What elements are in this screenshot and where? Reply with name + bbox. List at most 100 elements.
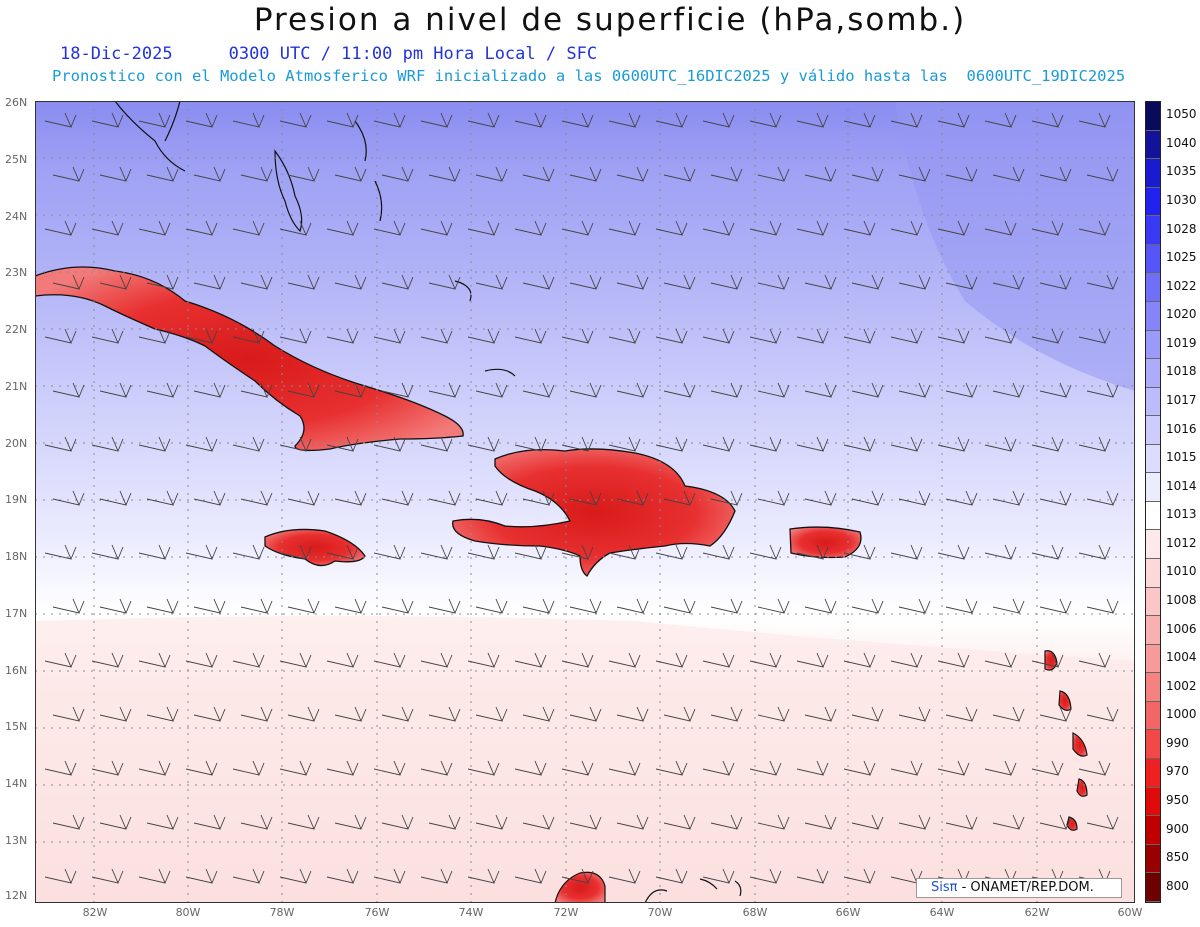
wind-barb xyxy=(561,436,594,452)
wind-barb xyxy=(373,436,406,452)
wind-barb xyxy=(193,166,226,182)
wind-barb xyxy=(702,868,735,884)
colorbar-segment xyxy=(1146,416,1160,445)
wind-barb xyxy=(851,706,884,722)
wind-barb xyxy=(475,814,508,830)
wind-barb xyxy=(898,166,931,182)
wind-barb xyxy=(467,868,500,884)
wind-barb xyxy=(373,868,406,884)
wind-barb xyxy=(796,544,829,560)
colorbar-segment xyxy=(1146,559,1160,588)
colorbar-segment xyxy=(1146,844,1160,874)
wind-barb xyxy=(898,706,931,722)
lon-label: 82W xyxy=(82,906,108,919)
colorbar-label: 1004 xyxy=(1166,650,1197,665)
wind-barb xyxy=(616,706,649,722)
wind-barb xyxy=(99,490,132,506)
wind-barb xyxy=(569,490,602,506)
wind-barb xyxy=(381,490,414,506)
wind-barb xyxy=(138,760,171,776)
wind-barb xyxy=(52,706,85,722)
wind-barb xyxy=(232,436,265,452)
lat-label: 24N xyxy=(5,210,28,223)
wind-barb xyxy=(287,706,320,722)
martinique-island xyxy=(1072,732,1088,757)
wind-barb xyxy=(945,166,978,182)
lat-label: 13N xyxy=(5,834,28,847)
wind-barb xyxy=(334,166,367,182)
wind-barb xyxy=(44,112,77,128)
wind-barb xyxy=(663,166,696,182)
wind-barb xyxy=(334,814,367,830)
wind-barb xyxy=(381,706,414,722)
wind-barb xyxy=(91,760,124,776)
wind-barb xyxy=(44,760,77,776)
wind-barb xyxy=(569,274,602,290)
wind-barb xyxy=(937,328,970,344)
wind-barb xyxy=(992,382,1025,398)
wind-barb xyxy=(796,652,829,668)
colorbar-label: 1015 xyxy=(1166,450,1197,465)
wind-barb xyxy=(44,544,77,560)
wind-barb xyxy=(992,166,1025,182)
colorbar-label: 1018 xyxy=(1166,364,1197,379)
wind-barb xyxy=(279,760,312,776)
wind-barb xyxy=(710,166,743,182)
wind-barb xyxy=(467,436,500,452)
wind-barb xyxy=(428,598,461,614)
wind-barb xyxy=(655,112,688,128)
forecast-time: 0300 UTC / 11:00 pm Hora Local / SFC xyxy=(228,44,598,64)
wind-barb xyxy=(757,382,790,398)
wind-barb xyxy=(91,436,124,452)
wind-barb xyxy=(796,436,829,452)
colorbar-label: 1020 xyxy=(1166,307,1197,322)
wind-barb xyxy=(898,382,931,398)
wind-barb xyxy=(843,112,876,128)
colorbar-label: 1030 xyxy=(1166,193,1197,207)
wind-barb xyxy=(561,544,594,560)
wind-barb xyxy=(710,490,743,506)
wind-barb xyxy=(663,490,696,506)
wind-barb xyxy=(44,328,77,344)
wind-barb xyxy=(890,760,923,776)
wind-barb xyxy=(757,274,790,290)
wind-barb xyxy=(522,490,555,506)
wind-barb xyxy=(569,814,602,830)
wind-barb xyxy=(1031,112,1064,128)
colorbar-label: 990 xyxy=(1166,735,1189,750)
hispaniola-island xyxy=(452,448,736,577)
wind-barb xyxy=(608,112,641,128)
wind-barb xyxy=(334,382,367,398)
wind-barb xyxy=(702,544,735,560)
wind-barb xyxy=(561,868,594,884)
wind-barb xyxy=(514,112,547,128)
wind-barb xyxy=(992,274,1025,290)
wind-barb xyxy=(514,760,547,776)
colorbar-label: 1028 xyxy=(1166,221,1197,236)
wind-barb xyxy=(851,490,884,506)
wind-barb xyxy=(381,598,414,614)
florida-coast xyxy=(114,101,186,172)
wind-barb xyxy=(279,220,312,236)
lat-label: 12N xyxy=(5,889,28,902)
wind-barb xyxy=(522,598,555,614)
wind-barb xyxy=(616,382,649,398)
graticule xyxy=(35,101,1135,903)
wind-barb xyxy=(240,706,273,722)
wind-barb xyxy=(146,274,179,290)
wind-barb xyxy=(146,598,179,614)
guadeloupe-island xyxy=(1044,650,1058,671)
lat-label: 26N xyxy=(5,96,28,109)
wind-barb xyxy=(52,490,85,506)
wind-barb xyxy=(757,166,790,182)
colorbar-label: 1008 xyxy=(1166,593,1197,607)
lat-label: 17N xyxy=(5,607,28,620)
wind-barb xyxy=(569,382,602,398)
wind-barb xyxy=(937,652,970,668)
wind-barb xyxy=(420,868,453,884)
wind-barb xyxy=(749,220,782,236)
wind-barb xyxy=(232,544,265,560)
wind-barb xyxy=(232,220,265,236)
wind-barb xyxy=(702,760,735,776)
lon-label: 72W xyxy=(553,906,579,919)
